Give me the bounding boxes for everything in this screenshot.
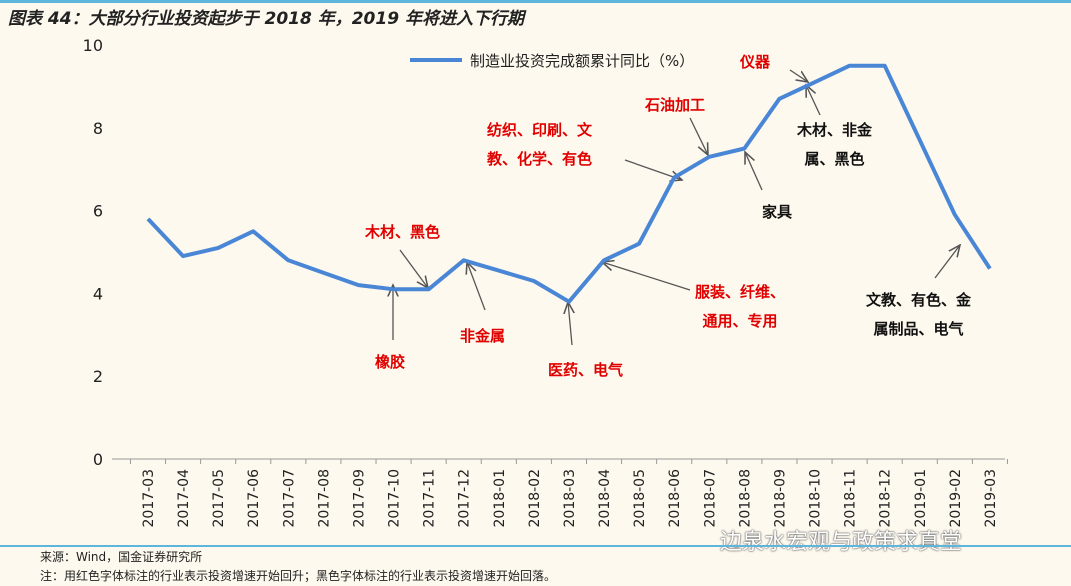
x-tick-label: 2018-02 bbox=[527, 469, 543, 528]
annotation-arrow bbox=[806, 85, 821, 116]
annotation-pharma: 医药、电气 bbox=[548, 361, 624, 379]
y-tick-label: 10 bbox=[83, 36, 103, 55]
annotation-line: 通用、专用 bbox=[702, 312, 778, 330]
bottom-rule bbox=[0, 545, 1071, 547]
annotation-line: 服装、纤维、 bbox=[695, 283, 786, 301]
x-tick-label: 2018-03 bbox=[562, 469, 578, 528]
annotation-education: 文教、有色、金 属制品、电气 bbox=[866, 286, 971, 344]
x-tick-label: 2018-04 bbox=[597, 469, 613, 528]
annotation-line: 文教、有色、金 bbox=[866, 291, 972, 309]
annotation-line: 属、黑色 bbox=[804, 150, 865, 168]
annotation-apparel: 服装、纤维、 通用、专用 bbox=[695, 278, 785, 336]
y-tick-label: 8 bbox=[93, 119, 103, 138]
annotation-arrow bbox=[745, 152, 763, 191]
footnote: 注：用红色字体标注的行业表示投资增速开始回升；黑色字体标注的行业表示投资增速开始… bbox=[40, 569, 557, 583]
x-tick-label: 2017-11 bbox=[422, 469, 438, 528]
y-tick-label: 2 bbox=[93, 367, 103, 386]
annotation-arrow bbox=[934, 245, 960, 279]
x-tick-label: 2018-09 bbox=[772, 469, 788, 528]
annotation-nonmetal: 非金属 bbox=[460, 327, 506, 345]
annotation-arrow bbox=[689, 117, 708, 155]
y-tick-label: 4 bbox=[93, 284, 103, 303]
annotation-line: 木材、非金 bbox=[797, 121, 873, 139]
annotation-petroleum: 石油加工 bbox=[645, 96, 706, 114]
x-tick-label: 2018-07 bbox=[702, 469, 718, 528]
top-rule bbox=[0, 0, 1071, 3]
x-tick-label: 2017-04 bbox=[176, 469, 192, 528]
x-tick-label: 2017-12 bbox=[457, 469, 473, 528]
annotation-arrow bbox=[789, 69, 808, 82]
x-tick-label: 2017-10 bbox=[387, 469, 403, 528]
x-tick-label: 2018-12 bbox=[878, 469, 894, 528]
annotation-textile: 纺织、印刷、文 教、化学、有色 bbox=[487, 116, 592, 174]
x-tick-label: 2018-01 bbox=[492, 469, 508, 528]
watermark: 边泉水宏观与政策求真堂 bbox=[720, 530, 963, 555]
series-line bbox=[146, 63, 992, 304]
x-tick-label: 2018-10 bbox=[808, 469, 824, 528]
annotation-instruments: 仪器 bbox=[740, 53, 771, 71]
x-tick-label: 2017-03 bbox=[141, 469, 157, 528]
annotation-line: 属制品、电气 bbox=[873, 320, 964, 338]
annotation-line: 纺织、印刷、文 bbox=[487, 121, 593, 139]
x-tick-label: 2019-02 bbox=[948, 469, 964, 528]
annotation-wood-ferrous: 木材、黑色 bbox=[365, 223, 441, 241]
x-tick-label: 2019-03 bbox=[983, 469, 999, 528]
x-tick-label: 2017-05 bbox=[211, 469, 227, 528]
annotation-arrow bbox=[467, 262, 486, 311]
legend-label: 制造业投资完成额累计同比（%） bbox=[470, 52, 694, 70]
annotation-wood-nonmetal: 木材、非金 属、黑色 bbox=[797, 116, 872, 174]
x-tick-label: 2018-06 bbox=[667, 469, 683, 528]
annotation-line: 教、化学、有色 bbox=[487, 150, 593, 168]
x-tick-label: 2019-01 bbox=[913, 469, 929, 528]
source-note: 来源：Wind，国金证券研究所 bbox=[40, 550, 203, 564]
x-tick-label: 2017-06 bbox=[246, 469, 262, 528]
y-tick-label: 6 bbox=[93, 202, 103, 221]
x-tick-label: 2017-07 bbox=[281, 469, 297, 528]
x-tick-label: 2017-08 bbox=[316, 469, 332, 528]
x-tick-label: 2018-05 bbox=[632, 469, 648, 528]
annotation-rubber: 橡胶 bbox=[375, 353, 406, 371]
x-tick-label: 2017-09 bbox=[351, 469, 367, 528]
annotation-furniture: 家具 bbox=[762, 203, 793, 221]
annotation-arrow bbox=[399, 249, 428, 288]
y-tick-label: 0 bbox=[93, 450, 103, 469]
x-tick-label: 2018-11 bbox=[843, 469, 859, 528]
figure-title: 图表 44：大部分行业投资起步于 2018 年，2019 年将进入下行期 bbox=[8, 9, 524, 29]
x-tick-label: 2018-08 bbox=[737, 469, 753, 528]
annotation-arrow bbox=[568, 302, 572, 346]
annotation-arrow bbox=[602, 262, 691, 291]
